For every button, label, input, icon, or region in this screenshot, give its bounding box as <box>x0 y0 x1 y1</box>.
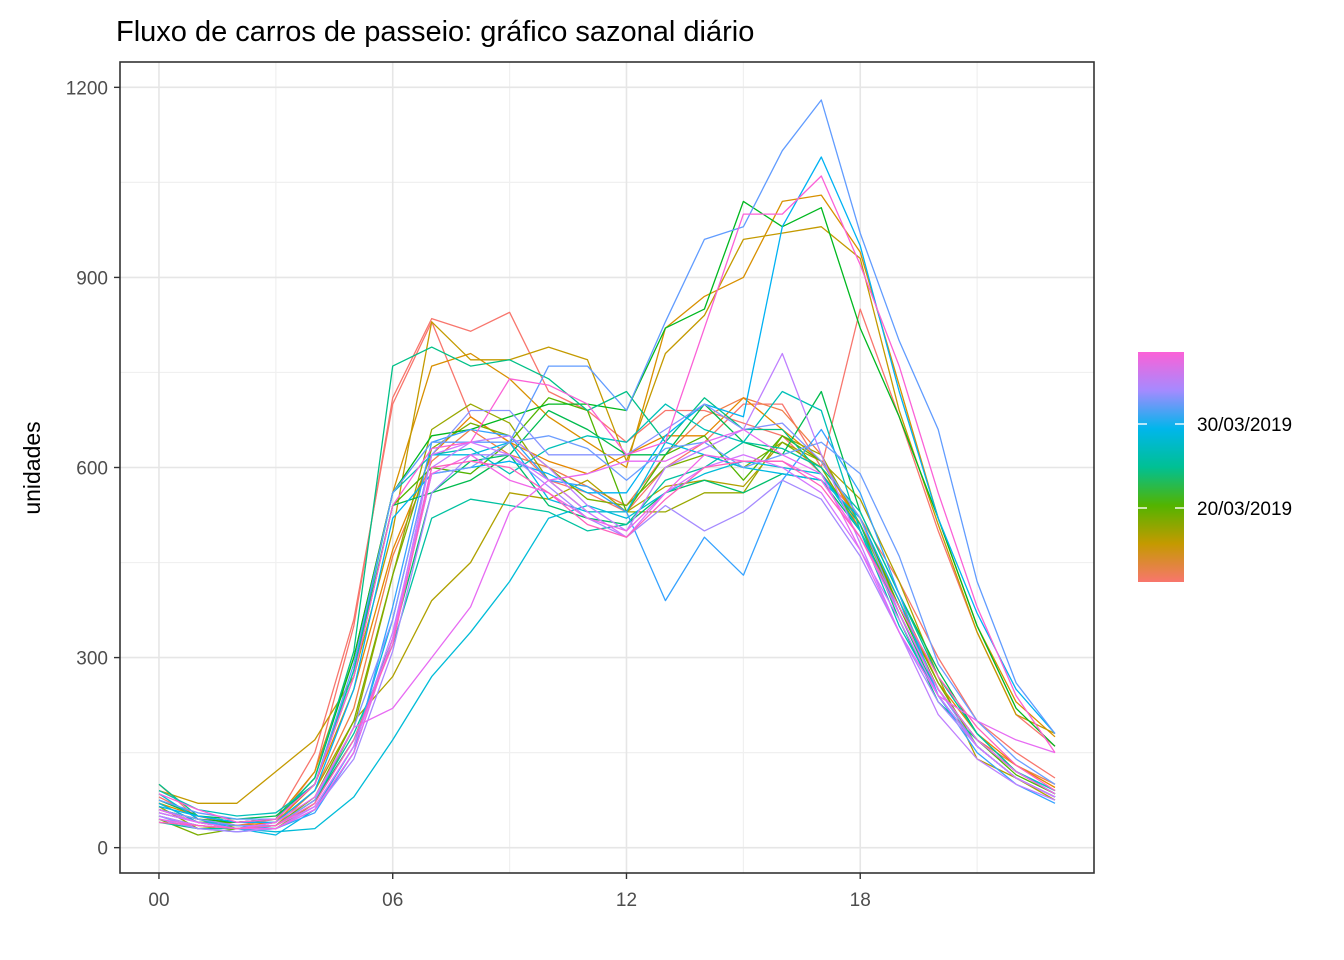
chart-title: Fluxo de carros de passeio: gráfico sazo… <box>116 16 754 48</box>
legend-label: 20/03/2019 <box>1197 499 1292 520</box>
series-line-16 <box>158 390 1056 817</box>
series-line-27 <box>158 428 1056 830</box>
series-line-2 <box>158 308 1056 827</box>
series-line-28 <box>158 454 1056 830</box>
y-tick-label: 600 <box>76 459 108 480</box>
y-tick-label: 300 <box>76 649 108 670</box>
series-line-12 <box>158 390 1056 820</box>
color-legend: 30/03/2019 20/03/2019 <box>1138 352 1292 582</box>
x-axis: 00 06 12 18 <box>148 873 871 911</box>
y-axis: 0 300 600 900 1200 <box>66 78 120 860</box>
legend-label: 30/03/2019 <box>1197 415 1292 436</box>
series-line-19 <box>158 156 1056 823</box>
x-tick-label: 00 <box>148 890 169 911</box>
series-line-5 <box>158 194 1056 823</box>
y-axis-title: unidades <box>19 421 45 514</box>
series-line-13 <box>158 454 1056 830</box>
plot-panel <box>119 61 1095 874</box>
series-line-6 <box>158 226 1056 804</box>
x-tick-label: 06 <box>382 890 403 911</box>
x-tick-label: 18 <box>850 890 871 911</box>
series-line-29 <box>158 175 1056 823</box>
series-line-14 <box>158 346 1056 823</box>
y-tick-label: 900 <box>76 268 108 289</box>
y-tick-label: 1200 <box>66 78 108 99</box>
series-line-9 <box>158 422 1056 836</box>
x-tick-label: 12 <box>616 890 637 911</box>
series-line-18 <box>158 441 1056 836</box>
y-tick-label: 0 <box>97 839 108 860</box>
series-line-30 <box>158 460 1056 830</box>
legend-colorbar <box>1138 352 1184 582</box>
series-line-20 <box>158 428 1056 830</box>
